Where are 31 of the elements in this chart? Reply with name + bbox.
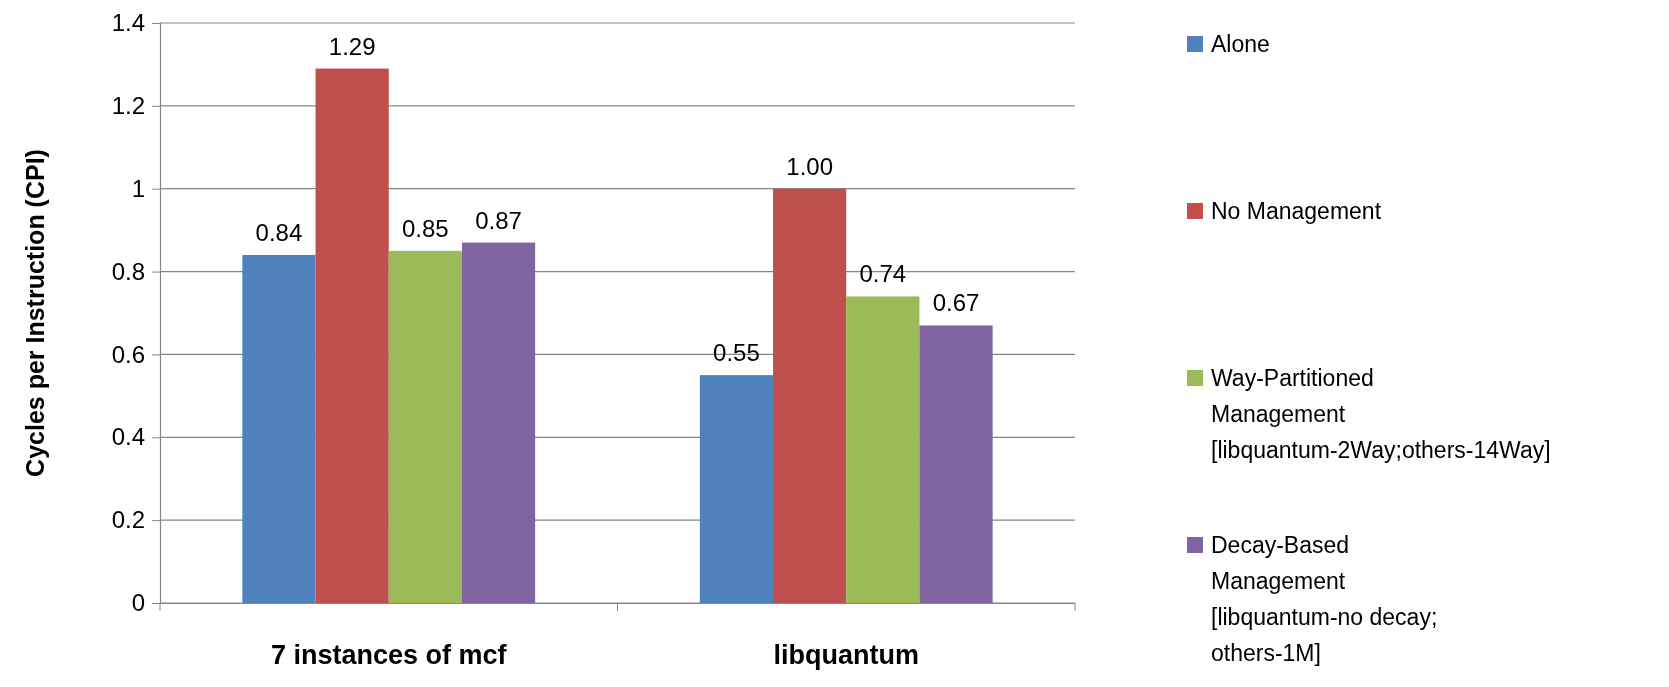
data-label: 0.67 [932, 289, 980, 317]
y-tick-label: 0.2 [111, 506, 145, 534]
bar [919, 325, 993, 603]
x-tick-label: 7 instances of mcf [270, 640, 508, 670]
data-label: 0.74 [859, 260, 907, 288]
legend-label: Alone [1211, 31, 1270, 57]
bar [846, 296, 920, 603]
data-label: 1.00 [786, 152, 834, 180]
y-tick-label: 1.2 [111, 92, 145, 120]
data-label: 0.84 [255, 219, 303, 246]
data-label: 1.29 [328, 32, 376, 60]
bar [461, 242, 536, 603]
bar [315, 68, 389, 603]
y-tick-label: 0.6 [111, 340, 145, 368]
bar [699, 375, 774, 603]
y-axis-title: Cycles per Instruction (CPI) [21, 149, 49, 477]
bar [388, 250, 462, 603]
y-tick-label: 0.8 [111, 257, 145, 285]
legend-label: Way-Partitioned Management [libquantum-2Way;others-14Way] [1211, 365, 1551, 463]
legend-label: No Management [1211, 198, 1382, 224]
y-tick-label: 0.4 [111, 423, 145, 451]
y-tick-label: 0 [131, 589, 145, 617]
bar [773, 188, 847, 603]
bar [242, 255, 316, 603]
data-label: 0.87 [475, 206, 522, 234]
data-label: 0.85 [401, 214, 449, 242]
data-label: 0.55 [713, 339, 760, 367]
y-tick-label: 1 [131, 174, 145, 202]
y-tick-label: 1.4 [111, 9, 145, 37]
x-tick-label: libquantum [773, 640, 919, 670]
legend-label: Decay-Based Management [libquantum-no decay; others-1M] [1211, 532, 1438, 666]
